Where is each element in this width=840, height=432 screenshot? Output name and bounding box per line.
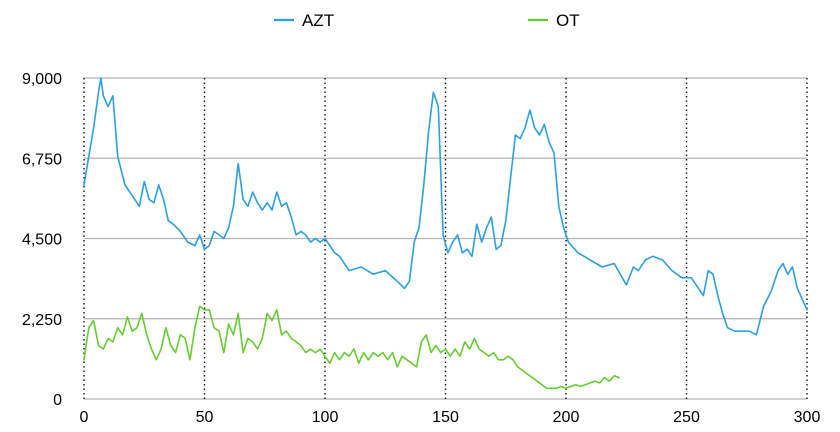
series-line-ot: [83, 305, 620, 390]
x-tick-label: 250: [673, 409, 700, 426]
tick-labels: 0 2,250 4,500 6,750 9,000 0 50 100 150 200 250 300: [22, 71, 820, 426]
x-tick-label: 50: [196, 409, 214, 426]
y-tick-label: 4,500: [22, 232, 62, 249]
y-tick-label: 2,250: [22, 312, 62, 329]
x-tick-label: 300: [794, 409, 821, 426]
grid: [83, 77, 808, 400]
x-tick-label: 100: [312, 409, 339, 426]
y-tick-label: 9,000: [22, 71, 62, 88]
y-tick-label: 0: [53, 392, 62, 409]
y-tick-label: 6,750: [22, 151, 62, 168]
x-tick-label: 200: [553, 409, 580, 426]
legend-label-azt: AZT: [302, 11, 334, 30]
legend: AZT OT: [274, 11, 580, 30]
series-line-azt: [83, 77, 808, 336]
x-tick-label: 0: [80, 409, 89, 426]
x-tick-label: 150: [432, 409, 459, 426]
legend-label-ot: OT: [556, 11, 580, 30]
series-layer: [83, 77, 808, 390]
